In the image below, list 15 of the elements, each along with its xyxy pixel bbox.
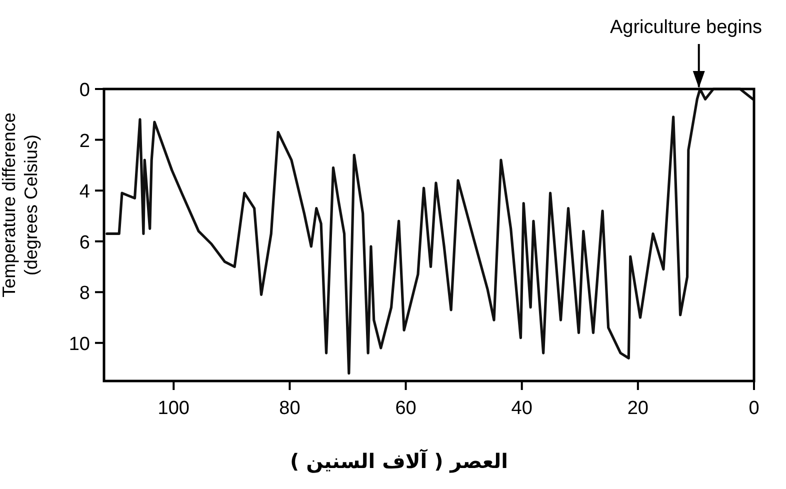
annotation: Agriculture begins: [610, 17, 762, 38]
x-tick-label: 60: [395, 398, 416, 419]
y-tick-label: 10: [68, 334, 90, 355]
x-tick-label: 20: [627, 398, 648, 419]
y-tick-label: 4: [79, 182, 90, 203]
y-axis-title: Temperature difference (degrees Celsius): [0, 112, 41, 298]
y-tick-label: 2: [79, 130, 90, 152]
x-tick-label: 0: [748, 398, 760, 419]
x-tick-label: 80: [279, 398, 300, 419]
y-tick-label: 6: [79, 232, 90, 254]
y-tick-label: 0: [79, 80, 90, 101]
x-tick-label: 40: [511, 398, 532, 419]
y-tick-label: 8: [79, 283, 90, 304]
x-tick-label: 100: [158, 398, 190, 419]
x-axis-title: العصر ( آلاف السنين ): [290, 448, 508, 473]
